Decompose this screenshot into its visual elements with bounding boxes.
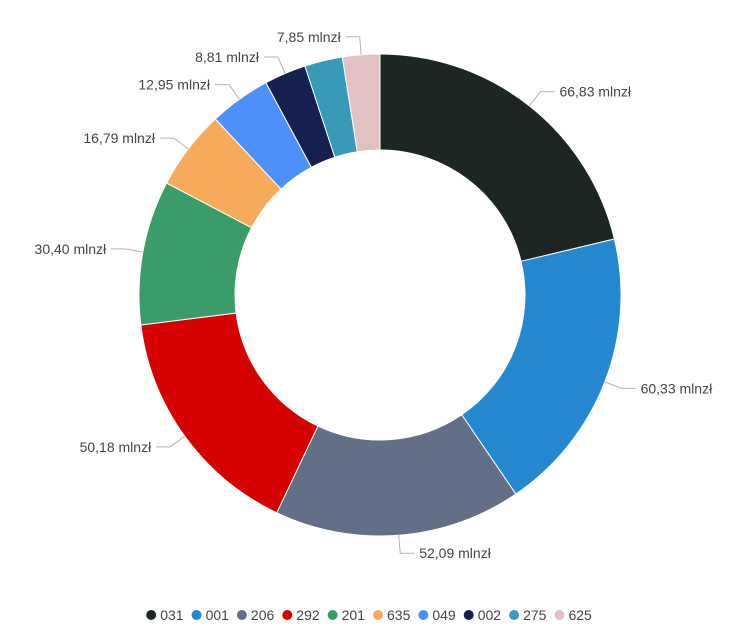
labels-layer: 66,83 mlnzł 60,33 mlnzł 52,09 mlnzł 50,18 m… (35, 29, 714, 561)
legend-item-275[interactable]: 275 (509, 607, 547, 623)
legend-label-292: 292 (296, 607, 320, 623)
data-label-635: 16,79 mlnzł (83, 130, 155, 146)
slice-625[interactable] (341, 53, 381, 153)
legend-item-201[interactable]: 201 (327, 607, 366, 623)
legend-label-002: 002 (478, 607, 502, 623)
slice-031[interactable] (379, 53, 616, 262)
legend-item-206[interactable]: 206 (236, 607, 275, 623)
legend-marker-292 (282, 610, 293, 620)
slice-292[interactable] (140, 312, 319, 514)
leader-line-635 (159, 137, 189, 150)
data-label-206: 52,09 mlnzł (419, 545, 491, 561)
legend-marker-049 (418, 610, 429, 620)
slices-layer (138, 53, 622, 537)
legend-marker-002 (463, 610, 474, 620)
data-label-049: 12,95 mlnzł (138, 77, 210, 93)
legend-label-049: 049 (432, 607, 456, 623)
legend-item-002[interactable]: 002 (463, 607, 502, 623)
legend-label-625: 625 (568, 607, 592, 623)
legend-item-031[interactable]: 031 (146, 607, 184, 623)
legend-item-292[interactable]: 292 (282, 607, 320, 623)
data-label-201: 30,40 mlnzł (35, 241, 107, 257)
leader-line-002 (263, 56, 286, 74)
slice-001[interactable] (461, 238, 622, 495)
legend-item-635[interactable]: 635 (373, 607, 411, 623)
legend-marker-206 (236, 610, 247, 620)
legend-label-206: 206 (251, 607, 275, 623)
legend-item-001[interactable]: 001 (191, 607, 230, 623)
leader-line-201 (111, 248, 143, 253)
legend-marker-201 (327, 610, 338, 620)
legend-marker-625 (554, 610, 565, 620)
legend-label-001: 001 (206, 607, 230, 623)
leader-line-206 (398, 535, 415, 554)
data-label-002: 8,81 mlnzł (195, 49, 260, 65)
legend-marker-001 (191, 610, 202, 620)
legend-item-625[interactable]: 625 (554, 607, 592, 623)
legend-label-275: 275 (523, 607, 547, 623)
legend: 031 001 206 292 201 635 049 002 275 625 (146, 607, 592, 623)
leader-line-001 (604, 381, 636, 389)
data-label-625: 7,85 mlnzł (277, 29, 342, 45)
legend-marker-635 (373, 610, 383, 620)
legend-marker-031 (146, 610, 157, 620)
data-label-001: 60,33 mlnzł (641, 380, 713, 396)
legend-label-031: 031 (160, 607, 184, 623)
data-label-031: 66,83 mlnzł (559, 84, 631, 100)
leader-line-625 (345, 36, 362, 55)
data-label-292: 50,18 mlnzł (80, 439, 152, 455)
legend-marker-275 (509, 610, 520, 620)
legend-item-049[interactable]: 049 (418, 607, 456, 623)
legend-label-635: 635 (387, 607, 411, 623)
leader-line-031 (528, 91, 555, 107)
leader-line-292 (156, 435, 186, 448)
legend-label-201: 201 (342, 607, 366, 623)
leader-line-049 (214, 84, 240, 100)
